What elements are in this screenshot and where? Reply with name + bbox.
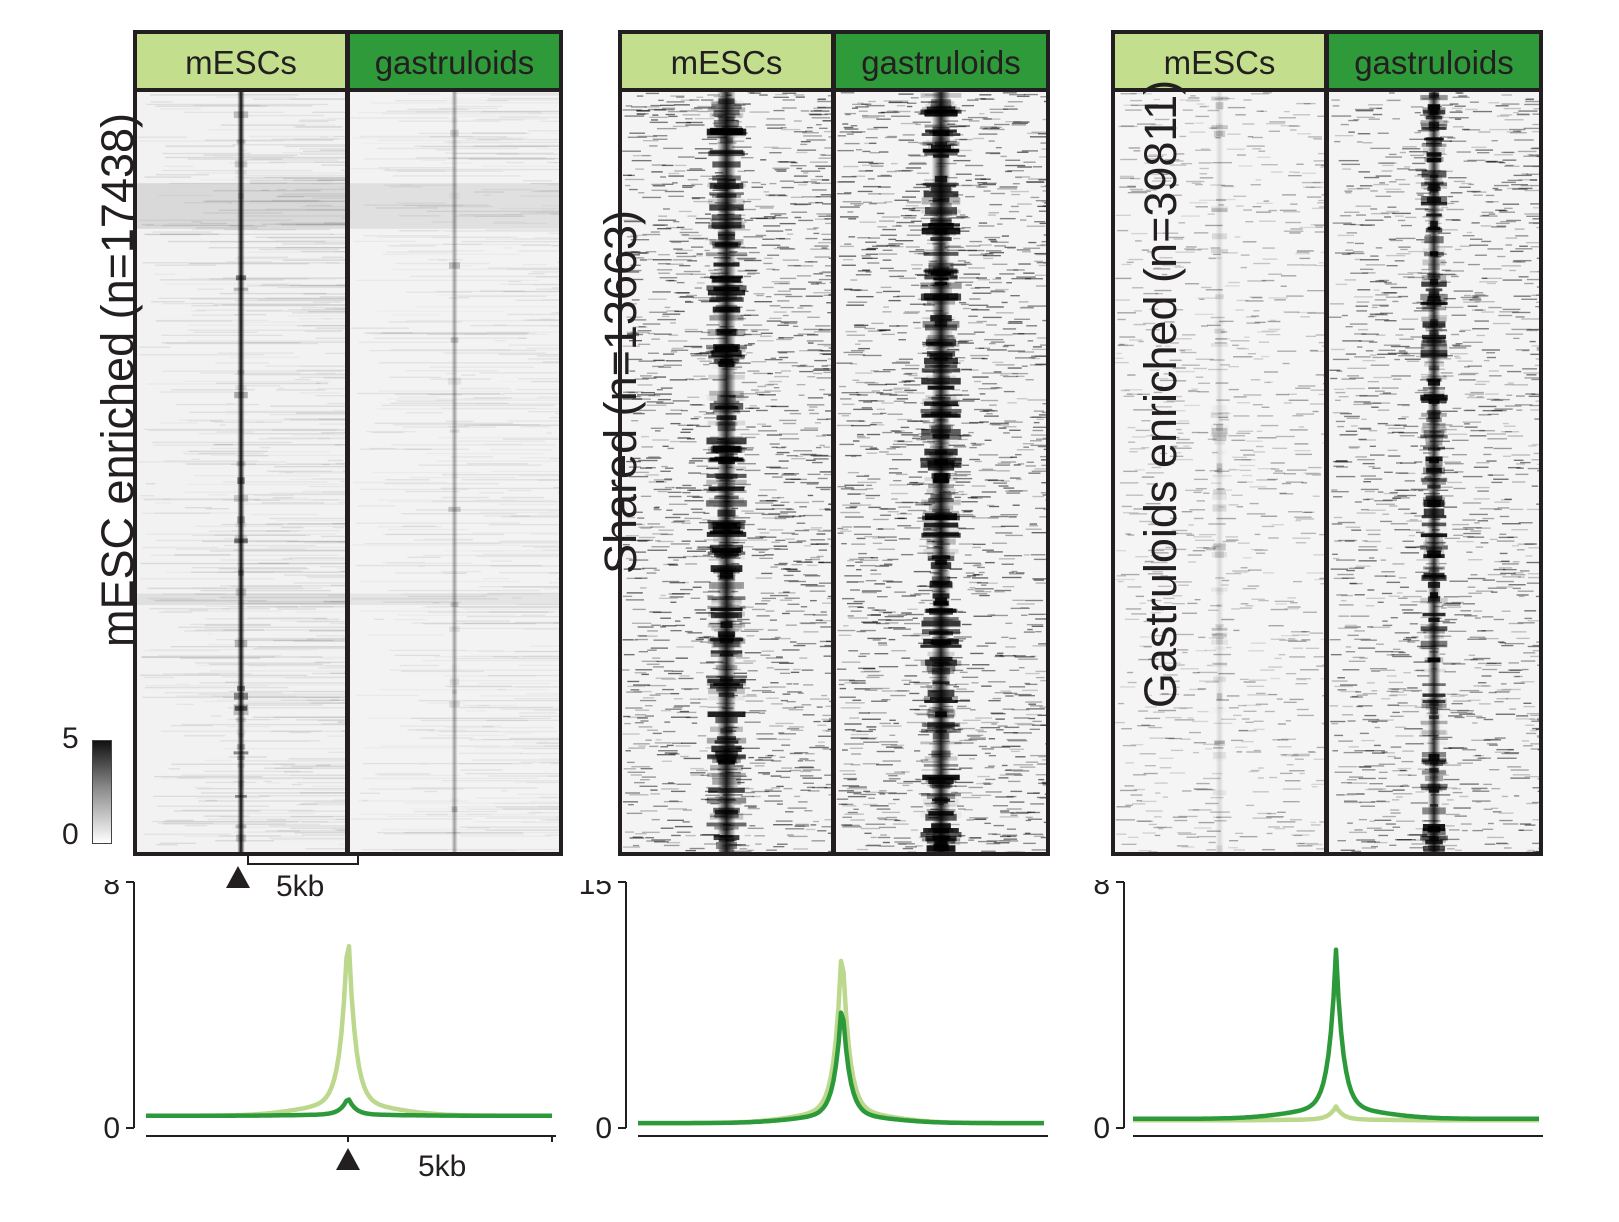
heatmap-gastruloids xyxy=(1327,92,1539,852)
heatmap-panel-gastruloids-enriched: mESCs gastruloids xyxy=(1111,30,1543,856)
profile-scale-bar: 5kb xyxy=(336,1135,553,1183)
row-label-gastruloids-enriched: Gastruloids enriched (n=39811) xyxy=(1135,79,1186,709)
peak-center-marker-icon xyxy=(226,866,250,888)
column-header-mescs: mESCs xyxy=(1115,34,1327,92)
y-tick-max-label: 8 xyxy=(103,880,120,901)
profile-plot-1: 80 xyxy=(103,880,556,1145)
peak-center-marker-icon xyxy=(336,1148,360,1170)
profile-line-mescs xyxy=(146,943,552,1118)
y-tick-max-label: 15 xyxy=(579,880,612,901)
profile-line-gastruloids xyxy=(1133,947,1539,1122)
profile-plot-3: 80 xyxy=(1093,880,1543,1145)
y-tick-min-label: 0 xyxy=(1093,1112,1110,1145)
y-tick-min-label: 0 xyxy=(595,1112,612,1145)
column-header-gastruloids: gastruloids xyxy=(1327,34,1539,92)
colorbar-max-label: 5 xyxy=(62,722,79,755)
heatmap-scale-bar xyxy=(226,856,359,888)
column-header-gastruloids: gastruloids xyxy=(834,34,1046,92)
heatmap-mescs xyxy=(622,92,834,852)
colorbar-min-label: 0 xyxy=(62,818,79,851)
heatmap-panel-shared: mESCs gastruloids xyxy=(618,30,1050,856)
colorbar xyxy=(92,740,112,844)
y-tick-min-label: 0 xyxy=(103,1112,120,1145)
profile-scale-label: 5kb xyxy=(418,1150,466,1183)
profile-line-gastruloids xyxy=(146,1097,552,1118)
profile-plot-2: 15 0 xyxy=(579,880,1048,1145)
profile-line-mescs xyxy=(638,958,1044,1126)
heatmap-panel-mesc-enriched: mESCs gastruloids xyxy=(133,30,563,856)
column-header-mescs: mESCs xyxy=(622,34,834,92)
row-label-mesc-enriched: mESC enriched (n=17438) xyxy=(92,112,143,648)
column-header-gastruloids: gastruloids xyxy=(348,34,559,92)
heatmap-scale-label: 5kb xyxy=(276,870,325,903)
heatmap-mescs xyxy=(1115,92,1327,852)
row-label-shared: Shared (n=13663) xyxy=(595,209,646,574)
column-header-mescs: mESCs xyxy=(137,34,348,92)
profile-line-gastruloids xyxy=(638,1010,1044,1126)
heatmap-mescs xyxy=(137,92,348,852)
heatmap-gastruloids xyxy=(348,92,559,852)
y-tick-max-label: 8 xyxy=(1093,880,1110,901)
heatmap-gastruloids xyxy=(834,92,1046,852)
